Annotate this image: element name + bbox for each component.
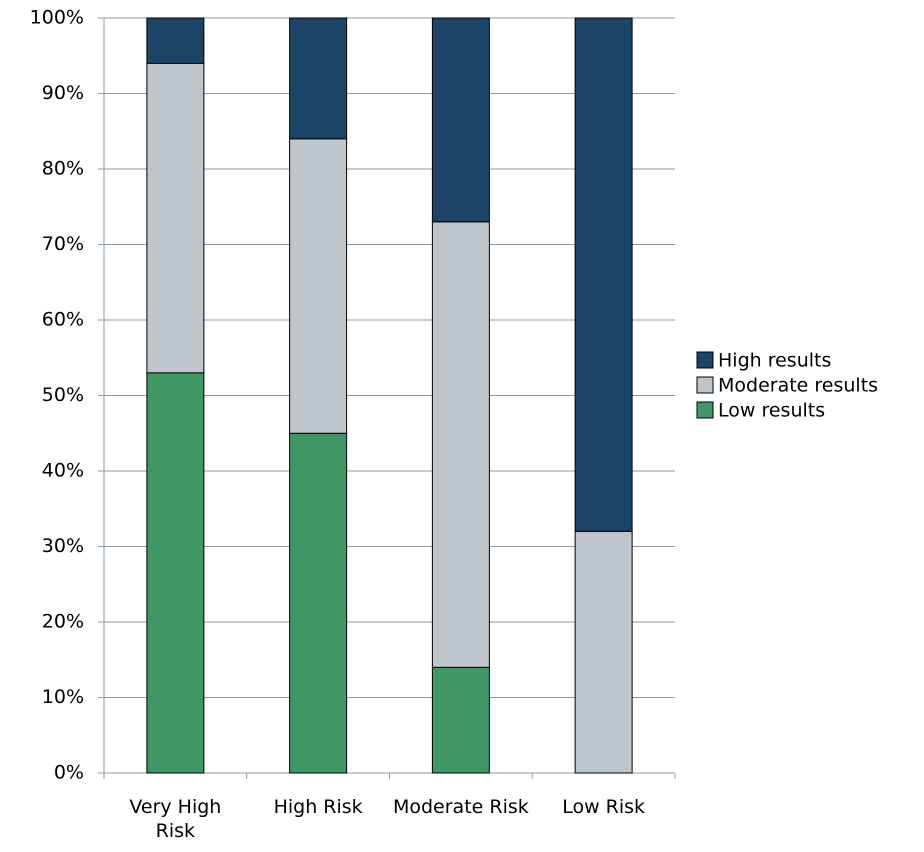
y-tick-label: 0% xyxy=(54,762,84,784)
bar-segment xyxy=(574,17,633,532)
bar-segment xyxy=(431,221,490,668)
legend-swatch xyxy=(696,376,714,394)
bar-segment xyxy=(431,17,490,223)
bar-segment xyxy=(146,17,205,64)
y-tick-label: 50% xyxy=(42,384,84,406)
y-tick-label: 70% xyxy=(42,233,84,255)
legend-label: High results xyxy=(718,350,831,372)
bar-segment xyxy=(289,432,348,774)
x-tick-label: Moderate Risk xyxy=(392,796,529,818)
y-tick-label: 60% xyxy=(42,309,84,331)
y-tick-label: 30% xyxy=(42,535,84,557)
legend-swatch xyxy=(696,401,714,419)
bar-segment xyxy=(431,666,490,774)
legend-label: Moderate results xyxy=(718,375,878,397)
y-tick-label: 80% xyxy=(42,158,84,180)
bar-segment xyxy=(146,372,205,774)
y-tick-label: 40% xyxy=(42,460,84,482)
legend-swatch xyxy=(696,351,714,369)
y-tick-label: 100% xyxy=(30,7,84,29)
x-tick-label: High Risk xyxy=(273,796,363,818)
y-tick-label: 20% xyxy=(42,611,84,633)
legend-label: Low results xyxy=(718,400,825,422)
y-tick-label: 90% xyxy=(42,82,84,104)
bar-segment xyxy=(289,138,348,434)
y-tick-label: 10% xyxy=(42,686,84,708)
bar-segment xyxy=(146,62,205,374)
x-tick-label: Low Risk xyxy=(562,796,646,818)
bar-segment xyxy=(289,17,348,140)
x-tick-label: Very High Risk xyxy=(129,796,222,842)
bar-segment xyxy=(574,530,633,774)
